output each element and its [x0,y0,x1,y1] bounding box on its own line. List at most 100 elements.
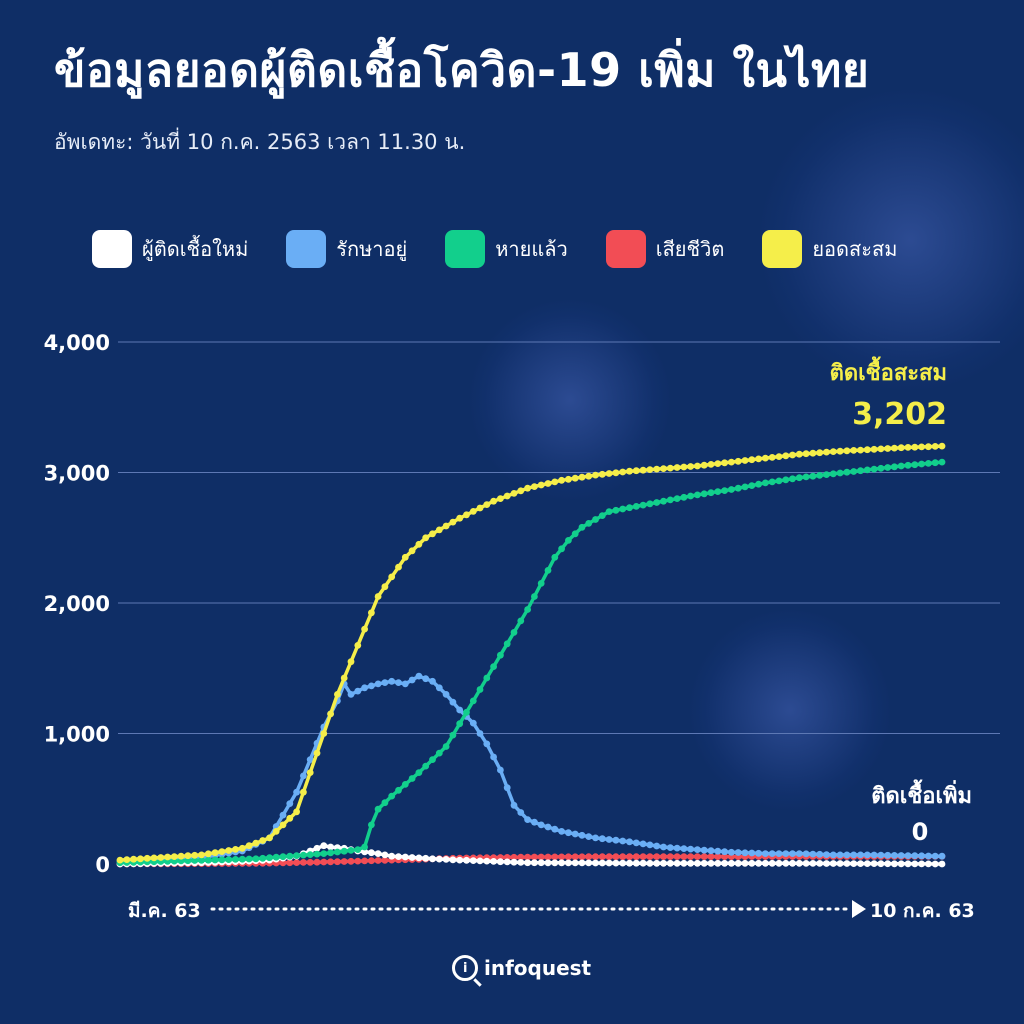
data-point [694,462,701,470]
data-point [728,458,735,466]
data-point [741,859,749,867]
data-point [721,848,728,856]
data-point [836,469,844,477]
page-title: ข้อมูลยอดผู้ติดเชื้อโควิด-19 เพิ่ม ในไทย [54,43,870,97]
data-point [245,842,253,850]
data-point [510,801,518,809]
data-point [619,859,627,867]
data-point [204,850,212,858]
data-point [544,823,552,831]
data-point [734,849,742,856]
data-point [585,472,593,480]
data-point [619,837,627,845]
data-point [911,443,919,451]
data-point [592,834,599,842]
data-point [374,850,382,857]
data-point [700,846,708,854]
data-point [137,855,144,863]
data-point [931,459,939,467]
data-point [476,857,484,865]
new-cases-annotation-label: ติดเชื้อเพิ่ม [871,779,972,809]
data-point [381,856,389,864]
data-point [517,859,525,866]
data-point [334,858,341,866]
data-point [456,720,464,728]
data-point [279,811,287,819]
data-point [870,465,878,473]
data-point [476,730,484,737]
data-point [741,457,749,464]
data-point [639,501,647,509]
virus-decoration-top-right [760,90,1024,390]
data-point [449,698,457,706]
data-point [694,491,701,499]
data-point [388,852,396,860]
data-point [626,838,633,846]
data-point [728,848,735,856]
data-point [687,463,694,470]
data-point [605,853,613,861]
y-tick-label: 4,000 [44,331,110,355]
data-point [734,457,742,465]
data-point [429,530,436,538]
data-point [565,829,572,837]
data-point [911,461,919,469]
x-axis-end-label: 10 ก.ค. 63 [870,900,975,922]
data-point [354,857,362,865]
data-point [368,821,375,829]
data-point [306,756,314,763]
data-point [619,853,627,861]
data-point [646,466,654,473]
data-point [762,479,769,487]
data-point [598,512,606,519]
data-point [714,853,722,860]
data-point [361,843,368,851]
data-point [660,497,667,505]
data-point [422,854,430,862]
data-point [612,853,620,861]
data-point [442,522,450,530]
data-point [795,474,803,482]
data-point [204,856,212,864]
data-point [503,858,511,866]
data-point [925,460,932,467]
data-point [857,446,864,454]
data-point [381,679,389,686]
data-point [694,846,701,853]
data-point [904,444,912,451]
x-axis-arrow-icon [852,900,866,918]
data-point [795,859,803,867]
data-point [347,847,355,854]
data-point [789,475,796,483]
data-point [401,853,409,861]
series-line [119,674,943,864]
data-point [544,567,552,574]
data-point [286,852,294,860]
data-point [897,462,905,470]
data-point [632,503,640,510]
virus-decoration-lower-right [690,610,890,810]
data-point [925,443,932,451]
data-point [497,495,504,502]
data-point [775,453,783,460]
data-point [300,851,307,859]
data-point [531,853,538,861]
data-point [361,684,368,692]
data-point [646,859,654,867]
data-point [429,756,436,763]
data-point [884,860,892,868]
data-point [863,466,871,474]
data-point [687,492,694,500]
data-point [897,444,905,452]
data-point [531,593,538,600]
data-point [469,719,477,727]
data-point [660,843,667,851]
data-point [347,691,355,698]
data-point [578,831,586,839]
data-point [768,859,776,867]
data-point [891,463,898,471]
chart-series [116,442,946,868]
data-point [802,473,810,481]
data-point [408,676,416,684]
